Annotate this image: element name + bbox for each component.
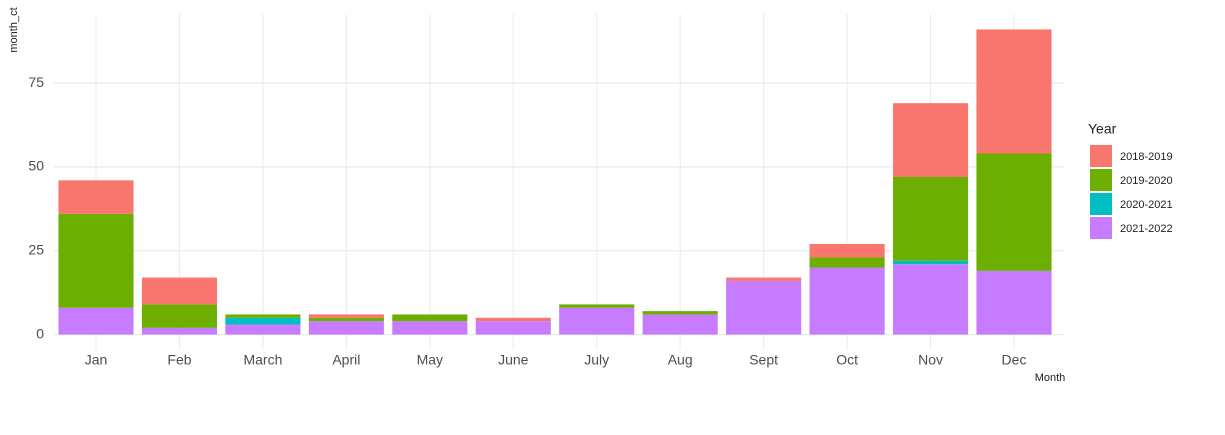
bar-segment	[642, 311, 718, 315]
x-axis-label: Month	[1035, 372, 1066, 384]
x-tick-label: April	[332, 352, 360, 368]
bar-segment	[58, 213, 134, 308]
x-tick-label: Jan	[85, 352, 108, 368]
legend-label: 2020-2021	[1120, 199, 1173, 211]
bar-segment	[892, 176, 969, 261]
y-tick-label: 0	[36, 325, 44, 341]
bar-segment	[475, 317, 551, 322]
bar-segment	[475, 321, 551, 335]
bar-segment	[225, 324, 301, 335]
x-tick-label: June	[498, 352, 529, 368]
x-tick-label: Dec	[1002, 352, 1027, 368]
legend-key	[1090, 145, 1112, 167]
y-tick-label: 75	[28, 74, 44, 90]
x-tick-label: Feb	[167, 352, 191, 368]
bar-segment	[392, 314, 468, 322]
legend-label: 2019-2020	[1120, 175, 1173, 187]
legend-key	[1090, 169, 1112, 191]
legend-key	[1090, 193, 1112, 215]
x-tick-label: Sept	[749, 352, 778, 368]
bar-segment	[726, 277, 802, 281]
bar-segment	[308, 314, 384, 318]
x-tick-label: May	[417, 352, 443, 368]
bar-segment	[809, 267, 885, 335]
bar-segment	[559, 304, 635, 308]
bar-segment	[976, 153, 1052, 271]
bar-segment	[809, 257, 885, 268]
bar-segment	[809, 244, 885, 258]
x-tick-label: Oct	[836, 352, 858, 368]
bar-segment	[141, 304, 218, 328]
bar-segment	[141, 277, 218, 305]
bar-segment	[892, 260, 969, 265]
bar-segment	[392, 321, 468, 335]
bar-segment	[976, 270, 1052, 335]
bar-segment	[976, 29, 1052, 154]
bar-segment	[58, 180, 134, 214]
bar-segment	[225, 317, 301, 325]
x-tick-label: March	[243, 352, 282, 368]
legend-title: Year	[1088, 121, 1117, 137]
bar-segment	[308, 321, 384, 335]
y-axis-label: month_ct	[8, 7, 20, 52]
bar-segment	[308, 317, 384, 322]
y-tick-label: 50	[28, 158, 44, 174]
legend-label: 2018-2019	[1120, 151, 1173, 163]
bar-segment	[58, 307, 134, 335]
bar-segment	[726, 280, 802, 335]
legend-key	[1090, 217, 1112, 239]
bar-segment	[892, 264, 969, 335]
legend-label: 2021-2022	[1120, 223, 1173, 235]
bar-segment	[559, 307, 635, 335]
bar-segment	[141, 327, 218, 335]
bar-segment	[642, 314, 718, 335]
x-tick-label: July	[584, 352, 609, 368]
x-tick-label: Aug	[668, 352, 693, 368]
y-tick-label: 25	[28, 241, 44, 257]
bar-segment	[892, 103, 969, 177]
x-tick-label: Nov	[918, 352, 943, 368]
bar-segment	[225, 314, 301, 318]
